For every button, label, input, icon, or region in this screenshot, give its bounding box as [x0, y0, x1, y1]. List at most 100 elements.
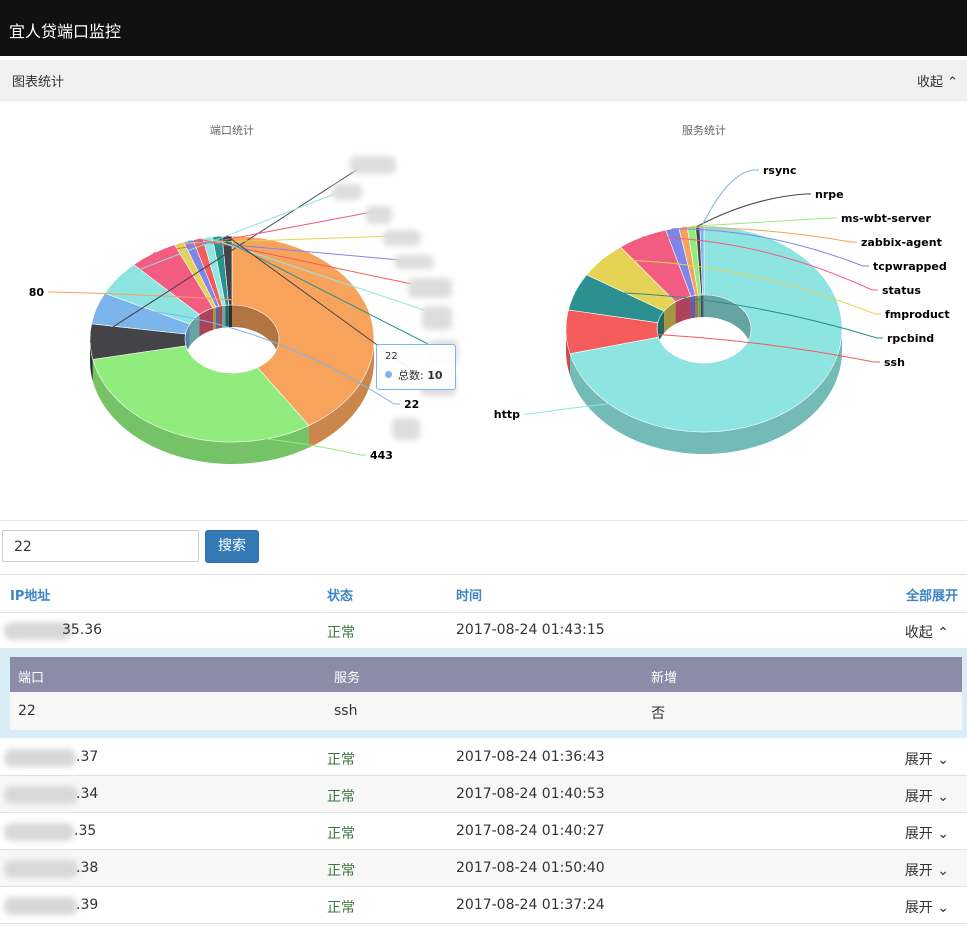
top-navbar: 宜人贷端口监控 [0, 0, 967, 56]
collapse-label: 收起 [916, 75, 943, 90]
ip-address: .39 [76, 897, 99, 913]
detail-port: 22 [18, 703, 36, 719]
expand-all-button[interactable]: 全部展开 [905, 589, 958, 604]
table-row[interactable]: .39 正常 2017-08-24 01:37:24 展开 ⌄ [0, 887, 967, 924]
chart-slice-inner [664, 301, 676, 334]
row-toggle-button[interactable]: 展开 ⌄ [905, 823, 949, 843]
chart-connector [176, 433, 366, 456]
detail-header-port: 端口 [18, 671, 45, 686]
ip-address: .35 [74, 823, 97, 839]
time-text: 2017-08-24 01:43:15 [456, 622, 605, 638]
chevron-up-icon: ⌃ [937, 625, 949, 641]
header-time[interactable]: 时间 [456, 589, 483, 604]
chevron-down-icon: ⌄ [937, 863, 949, 879]
redacted-label [408, 278, 452, 298]
row-toggle-button[interactable]: 展开 ⌄ [905, 860, 949, 880]
chevron-up-icon: ⌃ [947, 75, 958, 90]
chart-data-label: 443 [370, 449, 393, 462]
chart-slice-inner [698, 295, 702, 318]
header-status[interactable]: 状态 [327, 589, 354, 604]
ip-address: .38 [76, 860, 99, 876]
chart-data-label: tcpwrapped [873, 260, 947, 273]
table-row[interactable]: .34 正常 2017-08-24 01:40:53 展开 ⌄ [0, 776, 967, 813]
tooltip-text: 总数: 10 [398, 367, 443, 383]
detail-header: 端口 服务 新增 [10, 657, 962, 692]
table-row[interactable]: .35 正常 2017-08-24 01:40:27 展开 ⌄ [0, 813, 967, 850]
chart-data-label: rpcbind [887, 332, 934, 345]
chart-slice [92, 345, 310, 443]
search-button[interactable]: 搜索 [205, 530, 259, 563]
tooltip-marker [385, 371, 392, 378]
row-toggle-button[interactable]: 展开 ⌄ [905, 786, 949, 806]
chart-connector [682, 226, 857, 243]
chart-title: 服务统计 [682, 124, 726, 137]
chart-data-label: status [882, 284, 921, 297]
chart-slice-inner [225, 305, 229, 328]
status-text: 正常 [327, 900, 355, 916]
chart-title: 端口统计 [210, 124, 254, 137]
time-text: 2017-08-24 01:36:43 [456, 749, 605, 765]
row-detail-panel: 端口 服务 新增 22 ssh 否 [0, 648, 967, 738]
redacted-ip [4, 823, 74, 841]
table-row[interactable]: .38 正常 2017-08-24 01:50:40 展开 ⌄ [0, 850, 967, 887]
chevron-down-icon: ⌄ [937, 900, 949, 916]
detail-header-service: 服务 [334, 671, 361, 686]
redacted-label [350, 156, 396, 174]
chart-data-label: 80 [29, 286, 45, 299]
row-toggle-button[interactable]: 展开 ⌄ [905, 749, 949, 769]
chart-connector [672, 228, 869, 267]
chart-connector [566, 331, 880, 363]
redacted-ip [4, 749, 76, 767]
chart-connector [575, 291, 883, 339]
chevron-down-icon: ⌄ [937, 826, 949, 842]
chart-connector [524, 392, 813, 415]
table-header: IP地址 状态 时间 全部展开 [0, 574, 967, 613]
header-ip[interactable]: IP地址 [10, 589, 51, 604]
chart-slice-inner [216, 306, 220, 330]
chart-slice-side [566, 329, 571, 376]
redacted-ip [4, 860, 78, 878]
collapse-charts-button[interactable]: 收起 ⌃ [917, 71, 958, 90]
status-text: 正常 [327, 752, 355, 768]
status-text: 正常 [327, 789, 355, 805]
chart-tooltip: 22 总数: 10 [376, 344, 456, 390]
chart-slice-inner [189, 314, 200, 346]
table-row[interactable]: .37 正常 2017-08-24 01:36:43 展开 ⌄ [0, 739, 967, 776]
chart-data-label: ssh [884, 356, 905, 369]
time-text: 2017-08-24 01:50:40 [456, 860, 605, 876]
charts-area: 端口统计 80 443 22 服务统计 http ssh rpcbind fmproduct st… [0, 100, 967, 521]
chevron-down-icon: ⌄ [937, 752, 949, 768]
ip-address: .37 [76, 749, 99, 765]
chart-connector [117, 187, 351, 279]
redacted-ip [4, 786, 78, 804]
redacted-ip [4, 622, 72, 640]
chart-slice-inner [232, 305, 279, 361]
chart-connector [601, 259, 881, 315]
tooltip-value: 10 [427, 369, 443, 382]
search-input[interactable]: 22 [2, 530, 199, 562]
row-toggle-button[interactable]: 展开 ⌄ [905, 897, 949, 917]
chart-connector [701, 169, 759, 227]
chart-slice-side [570, 329, 842, 454]
chart-slice [231, 235, 375, 426]
chart-connector [89, 159, 373, 343]
chart-slice-inner [219, 305, 223, 329]
chevron-down-icon: ⌄ [937, 789, 949, 805]
chart-slice-inner [702, 295, 704, 318]
ip-address: .34 [76, 786, 99, 802]
tooltip-title: 22 [385, 351, 398, 362]
time-text: 2017-08-24 01:40:53 [456, 786, 605, 802]
table-row[interactable]: 35.36 正常 2017-08-24 01:43:15 收起 ⌃ [0, 612, 967, 649]
row-toggle-button[interactable]: 收起 ⌃ [905, 622, 949, 642]
chart-slice-inner [222, 305, 226, 328]
toggle-label: 展开 [904, 826, 933, 842]
chart-slice-inner [657, 311, 665, 345]
panel-title: 图表统计 [12, 75, 65, 90]
detail-header-new: 新增 [651, 671, 678, 686]
chart-data-label: rsync [763, 164, 797, 177]
chart-slice-inner [212, 307, 217, 330]
chart-connector [642, 236, 878, 291]
redacted-label [366, 206, 392, 224]
chart-slice-inner [704, 295, 751, 351]
toggle-label: 展开 [904, 789, 933, 805]
